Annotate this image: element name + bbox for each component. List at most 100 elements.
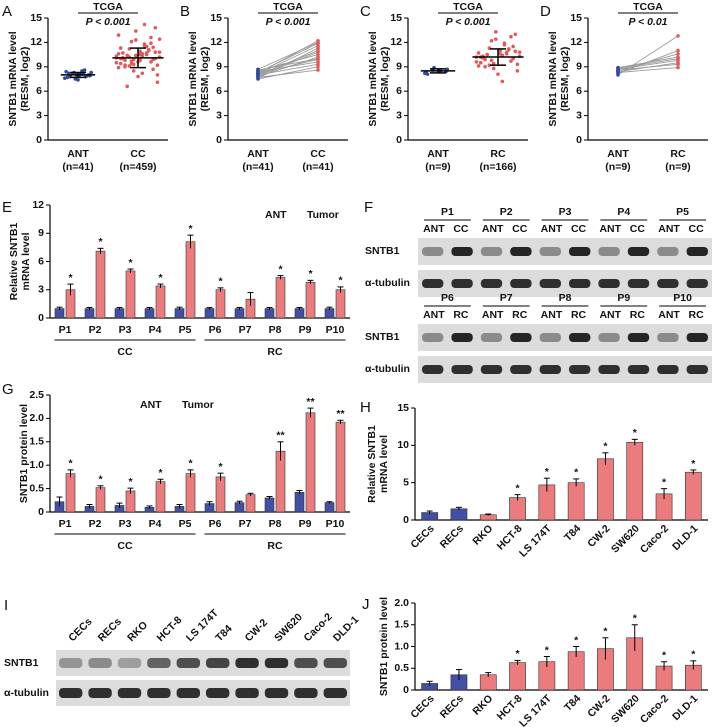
x-tick-label: Caco-2 xyxy=(638,522,671,555)
significance: * xyxy=(545,466,550,478)
point xyxy=(82,68,87,72)
band xyxy=(598,365,620,374)
point xyxy=(129,39,134,44)
x-tick-label: CW-2 xyxy=(585,692,612,719)
point xyxy=(676,56,680,61)
lane-label: RKO xyxy=(125,619,150,644)
significance: * xyxy=(633,427,638,439)
y-axis-label: SNTB1 protein level xyxy=(378,597,390,696)
significance: * xyxy=(188,223,193,235)
bar xyxy=(215,289,226,319)
point xyxy=(489,58,494,63)
bar xyxy=(305,412,316,513)
point xyxy=(316,62,320,67)
point xyxy=(256,76,260,80)
point xyxy=(517,50,522,54)
y-tick-label: 6 xyxy=(576,85,582,97)
bar xyxy=(335,289,346,319)
band xyxy=(510,247,532,256)
significance: * xyxy=(603,626,608,638)
bar xyxy=(597,458,614,521)
significance: * xyxy=(308,268,313,280)
bar xyxy=(684,471,702,521)
point xyxy=(134,38,138,42)
band xyxy=(451,365,473,374)
band xyxy=(176,688,200,698)
band xyxy=(539,333,561,342)
x-tick-label: SW620 xyxy=(609,692,642,725)
sample-label: P2 xyxy=(500,206,513,218)
x-tick-label: T84 xyxy=(562,522,583,543)
y-tick-label: 12 xyxy=(570,36,582,48)
sample-label: P5 xyxy=(676,206,689,218)
pair-line xyxy=(617,62,679,73)
point xyxy=(155,73,160,77)
significance: * xyxy=(128,476,133,488)
y-tick-label: 0.5 xyxy=(394,662,409,674)
lane-label: CC xyxy=(571,223,587,235)
x-tick-note: (n=41) xyxy=(302,161,333,173)
panel-letter: F xyxy=(364,199,373,216)
bar xyxy=(125,270,136,319)
point xyxy=(494,37,498,41)
point xyxy=(316,57,320,62)
band xyxy=(88,688,112,698)
bar xyxy=(567,651,585,691)
sample-label: P10 xyxy=(673,292,692,304)
pair-line xyxy=(257,41,319,70)
significance: * xyxy=(691,649,696,661)
x-tick-label: P9 xyxy=(299,518,312,530)
y-tick-label: 9 xyxy=(38,227,44,239)
x-tick-label: RECs xyxy=(438,522,466,550)
x-tick-label: Caco-2 xyxy=(638,692,671,725)
x-tick-label: CW-2 xyxy=(585,522,612,549)
point xyxy=(513,32,518,37)
x-tick-label: RC xyxy=(670,148,686,160)
band xyxy=(117,658,142,668)
lane-label: ANT xyxy=(423,309,445,321)
lane-label: ANT xyxy=(482,309,504,321)
bar xyxy=(335,421,346,513)
band xyxy=(598,279,620,288)
bar xyxy=(509,497,526,521)
title: TCGA xyxy=(453,1,483,13)
bar xyxy=(245,494,256,513)
point xyxy=(138,58,142,63)
x-tick-label: RECs xyxy=(438,692,466,720)
lane-label: RC xyxy=(630,309,646,321)
point xyxy=(316,68,320,72)
point xyxy=(513,49,518,54)
sample-label: P6 xyxy=(441,292,454,304)
lane-label: ANT xyxy=(658,223,680,235)
point xyxy=(118,61,123,66)
point xyxy=(496,72,500,76)
y-tick-label: 0 xyxy=(38,312,44,324)
point xyxy=(140,51,145,56)
band xyxy=(627,247,650,256)
significance: * xyxy=(68,272,73,284)
point xyxy=(476,51,481,55)
bar xyxy=(185,473,196,513)
x-tick-label: P4 xyxy=(149,518,162,530)
significance: * xyxy=(545,644,550,656)
y-axis-label: mRNA level xyxy=(378,435,390,493)
band xyxy=(480,279,503,288)
x-tick-label: P3 xyxy=(119,518,132,530)
bar xyxy=(114,308,125,319)
point xyxy=(149,41,153,46)
band xyxy=(539,279,561,288)
bar xyxy=(155,481,166,513)
lane-label: RC xyxy=(512,309,528,321)
x-tick-note: (n=9) xyxy=(425,161,450,173)
title: TCGA xyxy=(273,1,303,13)
pair-line xyxy=(257,47,319,79)
point xyxy=(136,74,140,79)
point xyxy=(256,67,260,72)
lane-label: ANT xyxy=(599,223,621,235)
p-value: P < 0.01 xyxy=(628,16,667,28)
point xyxy=(485,52,490,57)
x-tick-note: (n=459) xyxy=(119,161,156,173)
point xyxy=(489,38,494,43)
y-tick-label: 6 xyxy=(38,255,44,267)
